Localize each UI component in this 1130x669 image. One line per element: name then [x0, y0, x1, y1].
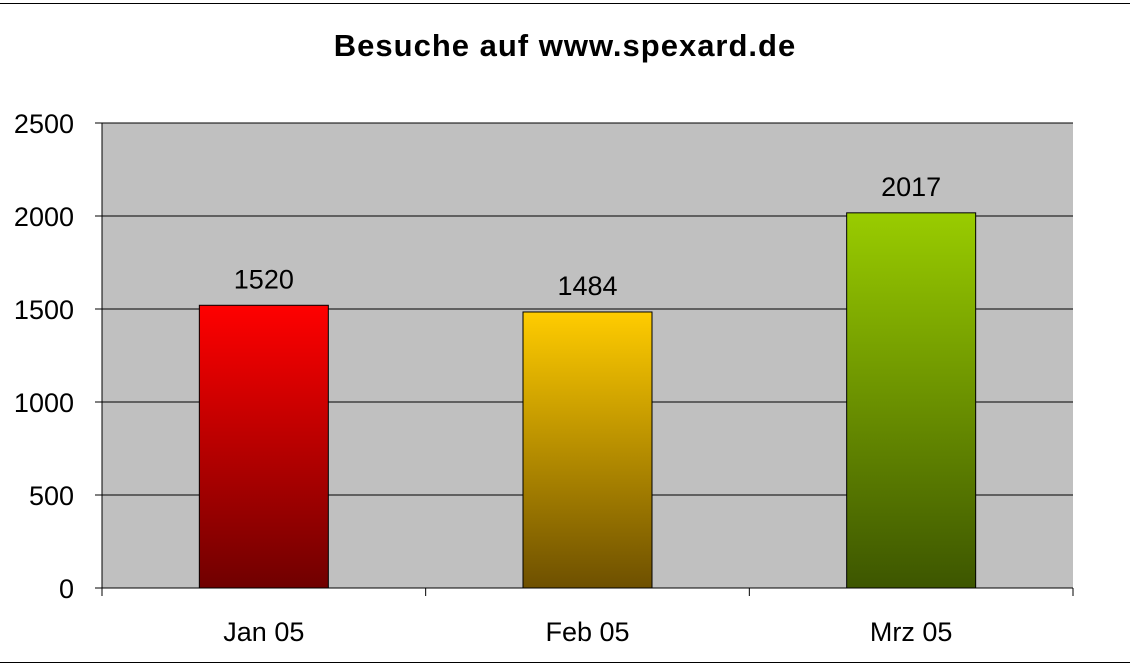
bar-layer [198, 212, 977, 589]
bottom-border-line [0, 662, 1130, 663]
data-label: 1484 [557, 271, 617, 301]
bar-jan-05 [198, 304, 329, 589]
y-tick-label: 1000 [14, 388, 74, 418]
y-tick-label: 1500 [14, 295, 74, 325]
x-tick-label: Feb 05 [545, 617, 629, 647]
y-tick-label: 0 [59, 574, 74, 604]
axis-layer [95, 122, 1074, 596]
top-border-line [0, 3, 1130, 4]
x-tick-label: Mrz 05 [870, 617, 953, 647]
y-tick-label: 2000 [14, 202, 74, 232]
x-tick-label: Jan 05 [223, 617, 304, 647]
y-tick-label: 2500 [14, 109, 74, 139]
bar-mrz-05 [846, 212, 977, 589]
label-layer: 0 500 1000 1500 2000 2500 1520 Jan 05 1484 Feb 05… [14, 109, 953, 647]
bar-feb-05 [522, 311, 653, 589]
data-label: 1520 [234, 264, 294, 294]
chart-title: Besuche auf www.spexard.de [333, 28, 797, 63]
y-tick-label: 500 [29, 481, 74, 511]
data-label: 2017 [881, 172, 941, 202]
